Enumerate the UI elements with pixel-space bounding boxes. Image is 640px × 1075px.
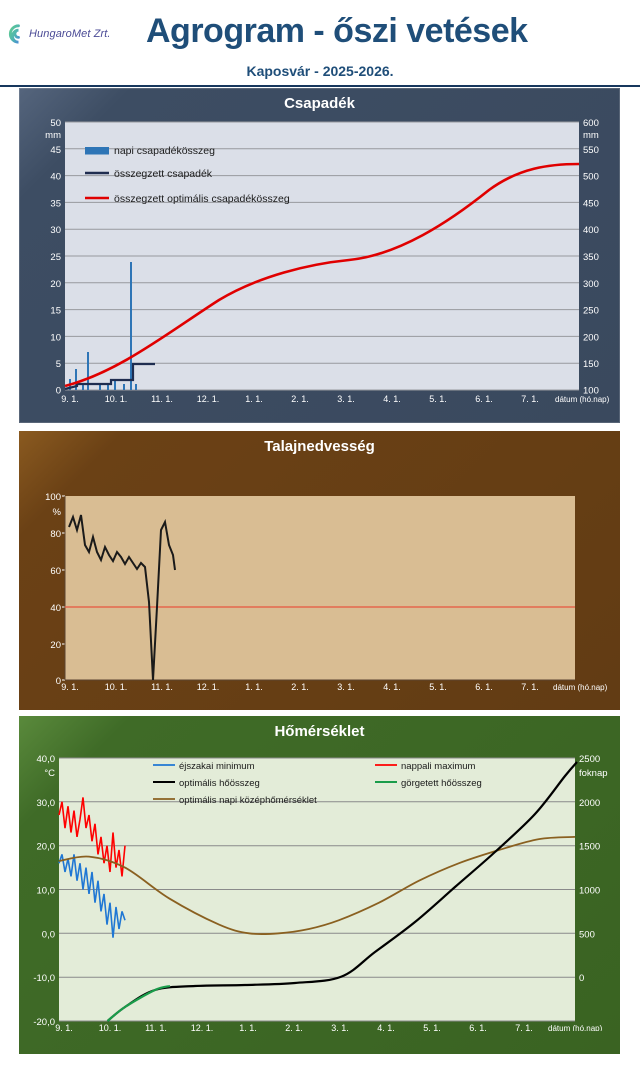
svg-text:80: 80 <box>50 529 61 540</box>
svg-text:1. 1.: 1. 1. <box>239 1023 257 1031</box>
svg-text:25: 25 <box>50 252 61 263</box>
svg-text:11. 1.: 11. 1. <box>151 682 173 692</box>
svg-text:dátum (hó.nap): dátum (hó.nap) <box>548 1024 603 1031</box>
svg-text:10. 1.: 10. 1. <box>105 394 128 404</box>
svg-text:30,0: 30,0 <box>37 798 56 809</box>
svg-text:6. 1.: 6. 1. <box>475 394 493 404</box>
svg-text:450: 450 <box>583 198 599 209</box>
svg-text:9. 1.: 9. 1. <box>55 1023 73 1031</box>
svg-text:40: 40 <box>50 172 61 183</box>
svg-text:2500: 2500 <box>579 754 600 765</box>
svg-text:35: 35 <box>50 198 61 209</box>
svg-text:6. 1.: 6. 1. <box>475 682 493 692</box>
svg-text:250: 250 <box>583 306 599 317</box>
svg-text:200: 200 <box>583 332 599 343</box>
svg-text:12. 1.: 12. 1. <box>191 1023 214 1031</box>
svg-text:20: 20 <box>50 640 61 651</box>
svg-text:10. 1.: 10. 1. <box>99 1023 122 1031</box>
svg-text:11. 1.: 11. 1. <box>151 394 173 404</box>
svg-text:4. 1.: 4. 1. <box>383 682 401 692</box>
svg-text:2. 1.: 2. 1. <box>285 1023 303 1031</box>
svg-text:400: 400 <box>583 225 599 236</box>
svg-text:optimális hőösszeg: optimális hőösszeg <box>179 778 260 789</box>
svg-text:300: 300 <box>583 279 599 290</box>
svg-text:1. 1.: 1. 1. <box>245 682 263 692</box>
svg-text:12. 1.: 12. 1. <box>197 682 220 692</box>
svg-text:nappali maximum: nappali maximum <box>401 761 476 772</box>
svg-text:12. 1.: 12. 1. <box>197 394 220 404</box>
svg-text:dátum (hó.nap): dátum (hó.nap) <box>553 683 608 692</box>
svg-text:optimális napi középhőmérsékle: optimális napi középhőmérséklet <box>179 795 317 806</box>
svg-text:10. 1.: 10. 1. <box>105 682 128 692</box>
svg-text:-20,0: -20,0 <box>33 1017 55 1028</box>
svg-text:11. 1.: 11. 1. <box>145 1023 167 1031</box>
svg-text:350: 350 <box>583 252 599 263</box>
svg-text:3. 1.: 3. 1. <box>331 1023 349 1031</box>
svg-text:mm: mm <box>583 130 599 141</box>
svg-text:dátum (hó.nap): dátum (hó.nap) <box>555 395 610 404</box>
svg-text:0,0: 0,0 <box>42 929 55 940</box>
svg-text:%: % <box>53 507 62 518</box>
svg-text:4. 1.: 4. 1. <box>377 1023 395 1031</box>
svg-text:150: 150 <box>583 359 599 370</box>
svg-text:5. 1.: 5. 1. <box>429 394 447 404</box>
svg-text:3. 1.: 3. 1. <box>337 394 355 404</box>
svg-text:7. 1.: 7. 1. <box>521 394 539 404</box>
svg-text:10: 10 <box>50 332 61 343</box>
svg-text:°C: °C <box>44 768 55 779</box>
svg-text:500: 500 <box>579 929 595 940</box>
svg-text:40: 40 <box>50 603 61 614</box>
svg-text:7. 1.: 7. 1. <box>521 682 539 692</box>
svg-text:40,0: 40,0 <box>37 754 56 765</box>
svg-text:1. 1.: 1. 1. <box>245 394 263 404</box>
svg-text:összegzett optimális csapadékö: összegzett optimális csapadékösszeg <box>114 193 290 205</box>
svg-text:2. 1.: 2. 1. <box>291 394 309 404</box>
svg-text:7. 1.: 7. 1. <box>515 1023 533 1031</box>
svg-text:15: 15 <box>50 306 61 317</box>
svg-text:foknap: foknap <box>579 768 608 779</box>
svg-text:500: 500 <box>583 172 599 183</box>
svg-text:éjszakai minimum: éjszakai minimum <box>179 761 255 772</box>
svg-text:2000: 2000 <box>579 798 600 809</box>
svg-text:0: 0 <box>56 676 61 687</box>
svg-text:45: 45 <box>50 145 61 156</box>
svg-text:0: 0 <box>579 973 584 984</box>
svg-text:összegzett csapadék: összegzett csapadék <box>114 168 213 180</box>
svg-text:napi csapadékösszeg: napi csapadékösszeg <box>114 145 215 157</box>
svg-text:600: 600 <box>583 118 599 129</box>
svg-text:5. 1.: 5. 1. <box>423 1023 441 1031</box>
svg-text:1500: 1500 <box>579 842 600 853</box>
svg-text:mm: mm <box>45 130 61 141</box>
svg-text:5: 5 <box>56 359 61 370</box>
svg-text:60: 60 <box>50 566 61 577</box>
svg-text:4. 1.: 4. 1. <box>383 394 401 404</box>
svg-text:3. 1.: 3. 1. <box>337 682 355 692</box>
svg-text:550: 550 <box>583 145 599 156</box>
svg-text:50: 50 <box>50 118 61 129</box>
svg-text:9. 1.: 9. 1. <box>61 682 79 692</box>
svg-text:20: 20 <box>50 279 61 290</box>
svg-text:30: 30 <box>50 225 61 236</box>
svg-text:0: 0 <box>56 386 61 397</box>
svg-text:9. 1.: 9. 1. <box>61 394 79 404</box>
svg-text:10,0: 10,0 <box>37 886 56 897</box>
svg-text:20,0: 20,0 <box>37 842 56 853</box>
svg-text:2. 1.: 2. 1. <box>291 682 309 692</box>
svg-text:100: 100 <box>45 492 61 503</box>
svg-text:-10,0: -10,0 <box>33 973 55 984</box>
svg-text:5. 1.: 5. 1. <box>429 682 447 692</box>
svg-text:1000: 1000 <box>579 886 600 897</box>
svg-text:görgetett hőösszeg: görgetett hőösszeg <box>401 778 482 789</box>
svg-text:6. 1.: 6. 1. <box>469 1023 487 1031</box>
